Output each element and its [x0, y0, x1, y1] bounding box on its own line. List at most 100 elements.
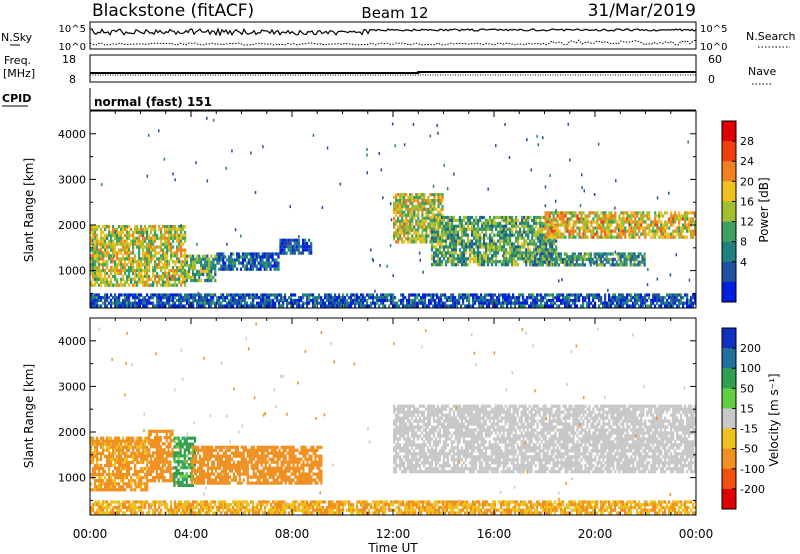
power-ytick-label: 2000 — [58, 219, 86, 232]
time-axis-title: Time UT — [367, 541, 418, 554]
time-tick-label: 00:00 — [679, 527, 714, 541]
cpid-label: CPID — [2, 92, 31, 105]
power-colorbar-tick: 24 — [740, 155, 754, 168]
velocity-colorbar-swatch — [722, 408, 736, 429]
power-ytick-label: 1000 — [58, 265, 86, 278]
power-region-7 — [544, 211, 697, 239]
power-region-0 — [90, 225, 187, 287]
power-axes: 1000 2000 3000 4000 — [58, 110, 697, 308]
power-colorbar-swatch — [722, 261, 736, 283]
nsearch-line — [89, 39, 697, 46]
time-tick-label: 04:00 — [174, 527, 209, 541]
power-colorbar-tick: 28 — [740, 135, 754, 148]
velocity-colorbar-swatch — [722, 388, 736, 409]
nsky-line — [89, 27, 697, 37]
cpid-text: normal (fast) 151 — [94, 95, 212, 109]
power-colorbar-swatch — [722, 121, 736, 142]
velocity-colorbar-tick: -15 — [740, 423, 758, 436]
nsearch-tick-bottom: 10^0 — [700, 42, 727, 53]
power-region-8 — [90, 293, 697, 308]
power-colorbar-swatch — [722, 201, 736, 222]
nsky-panel: N.Sky 10^5 10^0 10^5 10^0 N.Search — [1, 21, 796, 53]
freq-trace — [90, 71, 696, 76]
power-region-3 — [279, 238, 313, 255]
vel-ytick-label: 1000 — [58, 472, 86, 485]
velocity-colorbar-swatch — [722, 348, 736, 369]
power-colorbar-label: Power [dB] — [757, 177, 771, 242]
velocity-colorbar-tick: -100 — [740, 463, 765, 476]
power-colorbar-tick: 12 — [740, 216, 754, 229]
power-region-6 — [531, 252, 646, 267]
nsearch-tick-top: 10^5 — [700, 24, 727, 35]
velocity-colorbar-tick: 100 — [740, 362, 761, 375]
velocity-colorbar-swatch — [722, 428, 736, 450]
time-tick-label: 12:00 — [376, 527, 411, 541]
power-region-1 — [185, 254, 217, 283]
nsky-tick-top: 10^5 — [59, 24, 86, 35]
power-colorbar-tick: 20 — [740, 175, 754, 188]
power-ytick-label: 3000 — [58, 173, 86, 186]
power-colorbar-tick: 8 — [740, 236, 747, 249]
vel-scatter — [98, 322, 696, 513]
nave-tick-top: 60 — [708, 53, 722, 66]
power-scatter — [91, 116, 691, 307]
date-title: 31/Mar/2019 — [588, 1, 696, 21]
beam-title: Beam 12 — [361, 4, 428, 22]
velocity-colorbar-swatch — [722, 488, 736, 510]
time-tick-label: 20:00 — [578, 527, 613, 541]
freq-tick-bottom: 8 — [69, 73, 76, 86]
velocity-colorbar-tick: 200 — [740, 342, 761, 355]
velocity-colorbar-tick: -50 — [740, 443, 758, 456]
freq-tick-top: 18 — [62, 53, 76, 66]
power-colorbar-swatch — [722, 181, 736, 202]
nsearch-label: N.Search — [746, 30, 796, 43]
power-region-2 — [216, 252, 280, 271]
power-ytick-label: 4000 — [58, 128, 86, 141]
velocity-colorbar-tick: -200 — [740, 483, 765, 496]
power-colorbar-swatch — [722, 241, 736, 263]
freq-line — [90, 71, 696, 74]
power-colorbar-swatch — [722, 221, 736, 243]
freq-panel: Freq. [MHz] 18 8 60 0 Nave — [3, 53, 776, 86]
power-colorbar-swatch — [722, 161, 736, 182]
velocity-colorbar-tick: 50 — [740, 382, 754, 395]
power-colorbar-swatch — [722, 281, 736, 303]
vel-ytick-label: 3000 — [58, 380, 86, 393]
nave-tick-bottom: 0 — [708, 73, 715, 86]
nsky-trace — [89, 27, 697, 46]
velocity-data — [90, 322, 697, 515]
velocity-colorbar-tick: 15 — [740, 402, 754, 415]
time-axis-labels: 00:00 04:00 08:00 12:00 16:00 20:00 00:00 — [73, 527, 714, 541]
power-ylabel: Slant Range [km] — [22, 158, 36, 262]
nave-label: Nave — [748, 65, 776, 78]
vel-region-0 — [90, 436, 149, 492]
power-data — [90, 116, 697, 308]
vel-ytick-label: 4000 — [58, 335, 86, 348]
velocity-panel: 1000 2000 3000 4000 Slant Range [km] 200 100… — [22, 317, 781, 516]
freq-unit: [MHz] — [3, 67, 35, 80]
time-tick-label: 08:00 — [275, 527, 310, 541]
velocity-axes: 1000 2000 3000 4000 — [58, 317, 697, 515]
cpid-strip: CPID normal (fast) 151 — [2, 88, 696, 111]
velocity-colorbar: 200 100 50 15 -15 -50 -100 -200 — [721, 327, 765, 510]
station-title: Blackstone (fitACF) — [92, 1, 254, 21]
vel-region-4 — [393, 404, 697, 474]
freq-label: Freq. — [4, 54, 31, 67]
velocity-colorbar-swatch — [722, 448, 736, 470]
power-colorbar-tick: 4 — [740, 256, 747, 269]
nsky-label: N.Sky — [1, 31, 33, 44]
velocity-colorbar-swatch — [722, 468, 736, 490]
power-colorbar-swatch — [722, 141, 736, 162]
power-colorbar: 28 24 20 16 12 8 4 — [721, 120, 754, 303]
nsky-tick-bottom: 10^0 — [59, 42, 86, 53]
velocity-colorbar-label: Velocity [m s⁻¹] — [767, 373, 781, 466]
velocity-colorbar-swatch — [722, 368, 736, 389]
velocity-colorbar-swatch — [722, 328, 736, 349]
time-tick-label: 00:00 — [73, 527, 108, 541]
power-colorbar-tick: 16 — [740, 195, 754, 208]
vel-region-3 — [191, 445, 323, 485]
vel-ytick-label: 2000 — [58, 426, 86, 439]
vel-region-1 — [148, 429, 174, 483]
velocity-ylabel: Slant Range [km] — [22, 364, 36, 468]
